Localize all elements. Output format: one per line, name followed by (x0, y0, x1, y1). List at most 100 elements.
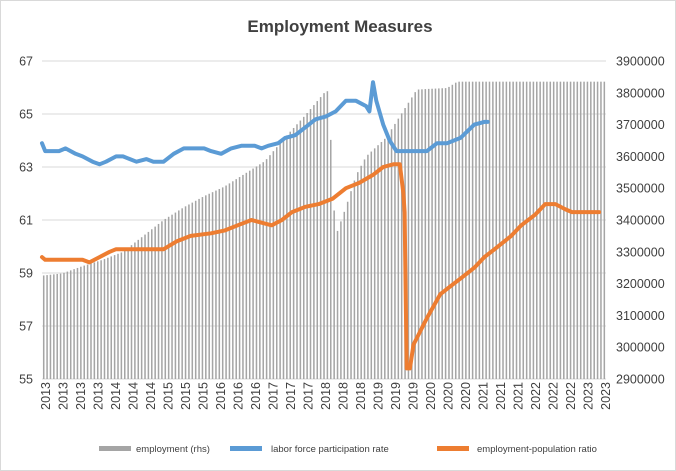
employment-bar (100, 260, 102, 379)
x-tick-label: 2023 (582, 382, 596, 410)
employment-bar (42, 275, 45, 379)
employment-bar (498, 81, 501, 380)
employment-bar (377, 145, 379, 379)
legend-swatch-employment-population-ratio (437, 446, 469, 451)
employment-bar (215, 190, 217, 379)
employment-bar (353, 180, 356, 379)
employment-bar (198, 198, 200, 379)
right-tick-label: 2900000 (616, 373, 665, 387)
employment-bar (151, 229, 153, 379)
employment-bar (174, 212, 177, 379)
employment-bar (417, 89, 420, 379)
employment-population-line (40, 162, 602, 371)
employment-bar (579, 81, 582, 380)
employment-bar (127, 247, 129, 379)
employment-bar (86, 264, 89, 379)
employment-bar (218, 188, 221, 379)
employment-bar (512, 81, 514, 380)
employment-bar (407, 102, 410, 379)
x-tick-label: 2013 (39, 382, 53, 410)
employment-bar (73, 269, 75, 379)
right-tick-label: 3300000 (616, 245, 665, 259)
employment-bar (441, 88, 443, 379)
employment-bar (208, 193, 210, 379)
employment-bar (346, 201, 349, 379)
employment-bar (468, 81, 470, 380)
employment-bar (444, 88, 447, 379)
employment-bar (221, 187, 224, 379)
x-tick-label: 2016 (232, 382, 246, 410)
chart-title: Employment Measures (247, 17, 432, 36)
x-tick-label: 2018 (319, 382, 333, 410)
employment-bar (519, 81, 521, 380)
employment-bar (576, 81, 579, 380)
employment-bar (556, 81, 558, 380)
x-tick-label: 2023 (599, 382, 613, 410)
right-tick-label: 3900000 (616, 55, 665, 69)
right-tick-label: 3700000 (616, 118, 665, 132)
employment-bar (583, 81, 585, 380)
employment-bar (262, 162, 264, 379)
x-tick-label: 2018 (337, 382, 351, 410)
employment-bar (69, 270, 72, 379)
employment-bar (184, 206, 187, 379)
employment-bar (76, 267, 79, 379)
x-tick-label: 2020 (459, 382, 473, 410)
employment-bar (211, 192, 214, 379)
employment-bar (59, 273, 62, 379)
x-tick-label: 2014 (144, 382, 158, 410)
employment-bar (475, 81, 477, 380)
employment-bar (532, 81, 535, 380)
employment-bar (255, 166, 258, 379)
employment-bar (154, 226, 156, 379)
employment-bar (289, 131, 291, 379)
employment-bar (130, 245, 133, 379)
employment-bar (117, 253, 119, 379)
employment-bar (279, 143, 281, 379)
x-tick-label: 2019 (407, 382, 421, 410)
employment-bar (319, 97, 322, 379)
employment-bar (157, 223, 160, 379)
left-tick-label: 55 (19, 373, 33, 387)
employment-bar (586, 81, 589, 380)
employment-bar (275, 147, 278, 379)
employment-bar (53, 274, 55, 379)
employment-bar (343, 211, 346, 379)
employment-bar (390, 129, 393, 379)
employment-bar (191, 202, 194, 379)
x-tick-label: 2020 (442, 382, 456, 410)
employment-bar (232, 181, 234, 379)
employment-bar (103, 259, 106, 379)
x-tick-label: 2014 (127, 382, 141, 410)
employment-bar (488, 81, 491, 380)
employment-bar (481, 81, 484, 380)
employment-bar (272, 151, 275, 379)
employment-bar (144, 234, 146, 379)
x-tick-label: 2016 (249, 382, 263, 410)
employment-bar (340, 221, 342, 379)
left-tick-label: 67 (19, 55, 33, 69)
employment-bar (235, 179, 237, 379)
employment-bar (316, 101, 319, 379)
employment-bar (424, 89, 427, 379)
employment-bar (438, 88, 440, 380)
x-tick-label: 2022 (564, 382, 578, 410)
employment-bar (492, 81, 494, 380)
employment-bar (66, 271, 69, 379)
employment-bar (161, 221, 163, 379)
legend-label-employment: employment (rhs) (136, 444, 210, 455)
employment-bar (93, 262, 96, 379)
x-tick-label: 2019 (389, 382, 403, 410)
employment-bar (603, 81, 606, 380)
employment-bar (164, 218, 167, 379)
employment-bar (363, 159, 366, 379)
employment-bar (434, 88, 437, 379)
employment-bar (593, 81, 595, 380)
x-axis-ticks: 2013 2013 2013 2013 2014 2014 2014 2015 2015 2015… (39, 382, 613, 410)
employment-bar (80, 266, 82, 379)
employment-bar (56, 273, 58, 379)
employment-bar (559, 81, 562, 380)
employment-bar (454, 82, 457, 380)
